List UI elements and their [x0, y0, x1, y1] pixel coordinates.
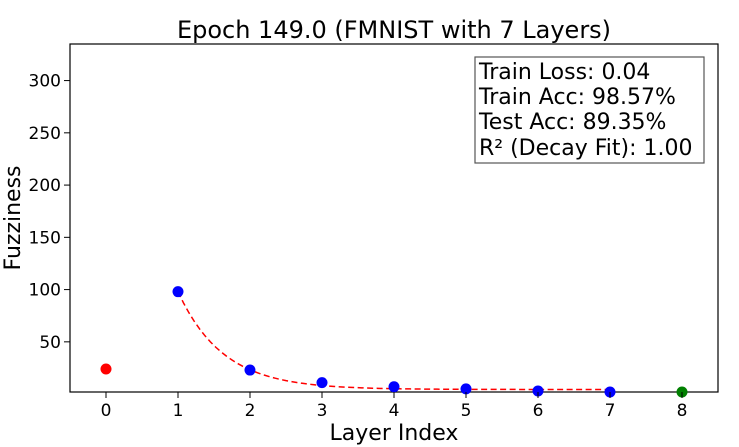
y-axis-label: Fuzziness [1, 165, 26, 270]
x-axis-label: Layer Index [330, 421, 459, 446]
y-tick-label: 150 [29, 228, 61, 248]
y-tick-label: 50 [39, 333, 61, 353]
x-tick-label: 7 [605, 401, 616, 421]
data-point [100, 363, 112, 375]
chart-title: Epoch 149.0 (FMNIST with 7 Layers) [177, 16, 611, 44]
data-point [460, 383, 472, 395]
y-tick-label: 250 [29, 124, 61, 144]
x-tick-label: 4 [389, 401, 400, 421]
x-tick-label: 1 [173, 401, 184, 421]
stats-r-squared: R² (Decay Fit): 1.00 [479, 136, 693, 161]
data-point [244, 364, 256, 376]
data-point [532, 385, 544, 397]
data-point [388, 381, 400, 393]
data-point [172, 286, 184, 298]
stats-box: Train Loss: 0.04 Train Acc: 98.57% Test … [474, 56, 705, 164]
x-tick-label: 0 [101, 401, 112, 421]
x-tick-label: 5 [461, 401, 472, 421]
decay-fit-curve [177, 291, 611, 391]
stats-test-acc: Test Acc: 89.35% [478, 110, 666, 135]
y-axis-ticks: 50 100 150 200 250 300 [29, 72, 70, 353]
stats-box-frame [474, 56, 705, 164]
y-tick-label: 300 [29, 72, 61, 92]
stats-train-loss: Train Loss: 0.04 [478, 60, 650, 85]
stats-train-acc: Train Acc: 98.57% [478, 85, 676, 110]
y-tick-label: 200 [29, 176, 61, 196]
x-tick-label: 8 [677, 401, 688, 421]
x-axis-ticks: 0 1 2 3 4 5 6 7 8 [101, 392, 688, 421]
x-tick-label: 6 [533, 401, 544, 421]
x-tick-label: 2 [245, 401, 256, 421]
data-points [100, 286, 688, 398]
data-point [316, 377, 328, 389]
y-tick-label: 100 [29, 281, 61, 301]
x-tick-label: 3 [317, 401, 328, 421]
